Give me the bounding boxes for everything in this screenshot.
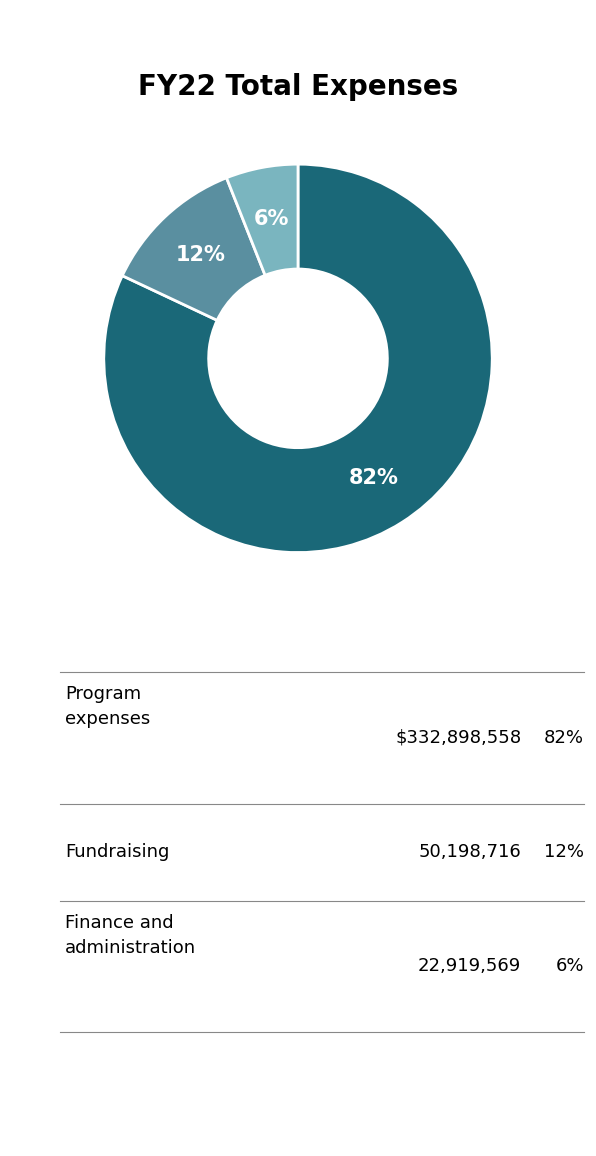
Text: 6%: 6%	[254, 209, 289, 229]
Text: 82%: 82%	[544, 729, 584, 747]
Text: 50,198,716: 50,198,716	[418, 843, 521, 861]
Wedge shape	[122, 178, 265, 320]
Text: 12%: 12%	[544, 843, 584, 861]
Text: 82%: 82%	[349, 468, 399, 488]
Text: Program
expenses: Program expenses	[65, 686, 150, 728]
Text: 12%: 12%	[176, 245, 226, 265]
Wedge shape	[104, 164, 492, 553]
Text: Fundraising: Fundraising	[65, 843, 169, 861]
Text: FY22 Total Expenses: FY22 Total Expenses	[138, 73, 458, 101]
Wedge shape	[226, 164, 298, 275]
Text: Finance and
administration: Finance and administration	[65, 913, 196, 957]
Text: 22,919,569: 22,919,569	[418, 957, 521, 976]
Text: $332,898,558: $332,898,558	[395, 729, 521, 747]
Text: 6%: 6%	[555, 957, 584, 976]
